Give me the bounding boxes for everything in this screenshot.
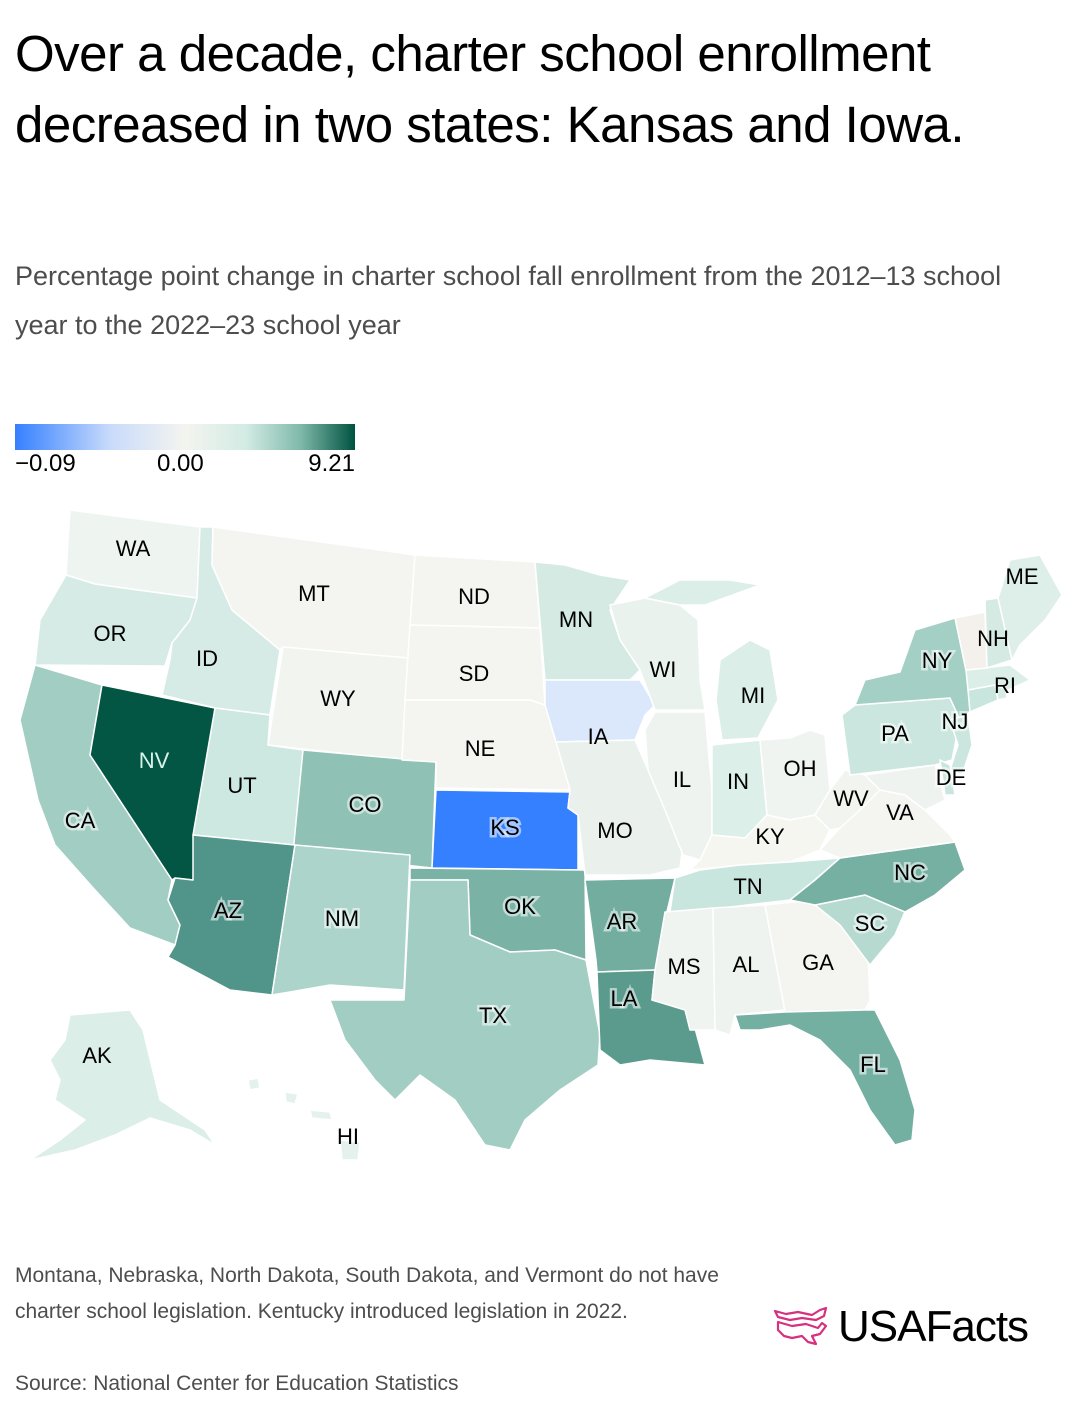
label-ks: KS <box>490 815 519 840</box>
label-mt: MT <box>298 581 330 606</box>
state-de[interactable] <box>939 759 956 796</box>
state-fl[interactable] <box>734 1009 916 1146</box>
label-nv: NV <box>139 748 170 773</box>
state-il[interactable] <box>644 711 713 861</box>
label-de: DE <box>936 765 967 790</box>
source-note: Source: National Center for Education St… <box>15 1372 459 1395</box>
label-me: ME <box>1006 564 1039 589</box>
label-nd: ND <box>458 584 490 609</box>
usafacts-logo[interactable]: USAFacts <box>772 1302 1029 1352</box>
state-ia[interactable] <box>544 679 656 743</box>
label-nm: NM <box>325 906 359 931</box>
label-wa: WA <box>116 536 151 561</box>
brand-name: USAFacts <box>838 1302 1029 1351</box>
label-nc: NC <box>894 860 926 885</box>
label-in: IN <box>727 769 749 794</box>
state-me[interactable] <box>997 554 1063 661</box>
label-ky: KY <box>755 824 785 849</box>
label-pa: PA <box>881 721 909 746</box>
label-ok: OK <box>504 894 536 919</box>
state-ma[interactable] <box>965 664 1031 691</box>
label-oh: OH <box>784 756 817 781</box>
label-ne: NE <box>465 736 496 761</box>
label-wv: WV <box>833 786 869 811</box>
label-wy: WY <box>320 686 356 711</box>
label-ar: AR <box>607 909 638 934</box>
label-mn: MN <box>559 607 593 632</box>
us-choropleth-map: WA OR CA NV ID MT WY UT CO AZ NM ND SD N… <box>0 480 1080 1180</box>
label-nj: NJ <box>942 709 969 734</box>
state-tx[interactable] <box>329 879 601 1151</box>
label-mo: MO <box>597 818 632 843</box>
label-ny: NY <box>922 648 953 673</box>
label-ak: AK <box>82 1043 112 1068</box>
state-nc[interactable] <box>789 841 966 913</box>
label-wi: WI <box>650 657 677 682</box>
label-co: CO <box>349 792 382 817</box>
label-al: AL <box>733 952 760 977</box>
label-il: IL <box>673 767 691 792</box>
label-tx: TX <box>479 1003 507 1028</box>
label-ia: IA <box>588 724 609 749</box>
legend-gradient-bar <box>15 424 355 450</box>
label-mi: MI <box>741 683 765 708</box>
label-la: LA <box>611 986 638 1011</box>
label-az: AZ <box>214 898 242 923</box>
state-nj[interactable] <box>949 714 973 776</box>
label-va: VA <box>886 800 914 825</box>
label-fl: FL <box>860 1052 886 1077</box>
color-legend: −0.09 0.00 9.21 <box>15 424 355 480</box>
label-ga: GA <box>802 950 834 975</box>
legend-mid-label: 0.00 <box>157 450 204 477</box>
state-mi[interactable] <box>644 579 779 741</box>
label-sd: SD <box>459 661 490 686</box>
label-sc: SC <box>855 911 886 936</box>
state-ak[interactable] <box>29 1009 216 1161</box>
legend-labels: −0.09 0.00 9.21 <box>15 450 355 480</box>
label-nh: NH <box>977 626 1009 651</box>
label-hi: HI <box>337 1124 359 1149</box>
label-tn: TN <box>733 874 762 899</box>
us-map-logo-icon <box>773 1306 828 1346</box>
state-mo[interactable] <box>555 739 684 876</box>
legend-min-label: −0.09 <box>15 450 76 477</box>
label-or: OR <box>94 621 127 646</box>
footnote: Montana, Nebraska, North Dakota, South D… <box>15 1264 719 1323</box>
label-ut: UT <box>227 773 256 798</box>
state-hi[interactable] <box>247 1077 361 1161</box>
label-ms: MS <box>668 954 701 979</box>
chart-title: Over a decade, charter school enrollment… <box>15 25 965 153</box>
chart-subtitle: Percentage point change in charter schoo… <box>15 261 1002 340</box>
label-ri: RI <box>994 673 1016 698</box>
state-nm[interactable] <box>271 844 411 996</box>
legend-max-label: 9.21 <box>308 450 355 477</box>
label-id: ID <box>196 646 218 671</box>
label-ca: CA <box>65 808 96 833</box>
